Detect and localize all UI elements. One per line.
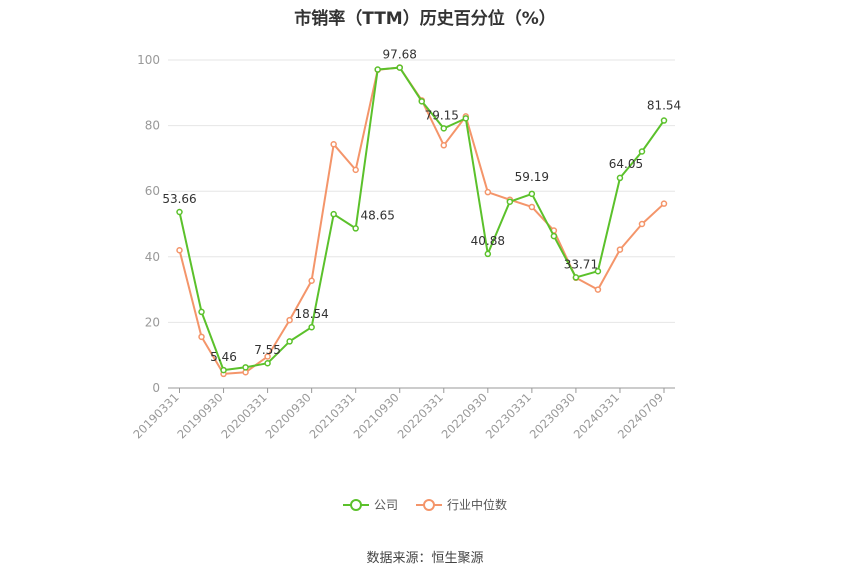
data-point-company bbox=[198, 308, 205, 316]
data-point-industry-median bbox=[264, 353, 271, 360]
x-tick-label: 20210331 bbox=[307, 390, 358, 441]
data-point-company bbox=[242, 364, 249, 371]
data-point-company bbox=[220, 366, 227, 374]
data-label: 81.54 bbox=[647, 99, 681, 113]
x-tick-label: 20210930 bbox=[351, 390, 402, 441]
data-point-company bbox=[264, 359, 271, 367]
data-point-company bbox=[528, 190, 536, 198]
data-point-industry-median bbox=[528, 203, 536, 211]
x-tick-label: 20230930 bbox=[527, 390, 578, 441]
data-label: 64.05 bbox=[609, 157, 643, 171]
data-point-industry-median bbox=[660, 200, 668, 207]
data-point-industry-median bbox=[616, 246, 624, 253]
y-tick-label: 0 bbox=[152, 381, 160, 395]
x-tick-label: 20200331 bbox=[218, 390, 269, 441]
data-point-company bbox=[176, 208, 183, 216]
data-point-company bbox=[484, 250, 492, 258]
data-label: 53.66 bbox=[162, 192, 196, 206]
series-line-industry-median bbox=[178, 66, 665, 375]
legend-industry-swatch-icon bbox=[416, 498, 442, 512]
chart-title: 市销率（TTM）历史百分位（%） bbox=[294, 9, 556, 29]
data-label: 33.71 bbox=[564, 257, 598, 271]
data-point-industry-median bbox=[594, 286, 602, 293]
data-point-industry-median bbox=[176, 246, 183, 254]
data-point-company bbox=[616, 174, 624, 182]
data-label: 48.65 bbox=[361, 208, 395, 222]
x-tick-label: 20240331 bbox=[571, 390, 622, 441]
data-point-industry-median bbox=[440, 142, 448, 149]
data-label: 18.54 bbox=[294, 307, 328, 321]
data-label: 97.68 bbox=[383, 48, 417, 62]
data-label: 5.46 bbox=[210, 350, 237, 364]
data-point-industry-median bbox=[198, 333, 205, 341]
data-point-company bbox=[396, 64, 403, 71]
y-tick-label: 60 bbox=[145, 184, 160, 198]
legend-industry-label: 行业中位数 bbox=[447, 498, 508, 512]
data-label: 7.55 bbox=[254, 343, 281, 357]
data-point-industry-median bbox=[330, 141, 337, 148]
legend-item-industry-median[interactable]: 行业中位数 bbox=[416, 496, 507, 513]
legend-item-company[interactable]: 公司 bbox=[342, 496, 398, 513]
x-tick-label: 20190331 bbox=[130, 390, 181, 441]
y-tick-label: 80 bbox=[145, 119, 160, 133]
data-point-company bbox=[638, 148, 646, 155]
data-point-company bbox=[330, 210, 337, 218]
data-point-company bbox=[462, 115, 470, 122]
y-tick-label: 20 bbox=[145, 315, 160, 329]
x-tick-label: 20190930 bbox=[174, 390, 225, 441]
data-point-industry-median bbox=[484, 188, 492, 196]
data-label: 59.19 bbox=[515, 170, 549, 184]
data-point-company bbox=[352, 225, 359, 232]
data-point-company bbox=[506, 198, 514, 205]
data-source: 数据来源：恒生聚源 bbox=[366, 551, 484, 566]
data-point-company bbox=[286, 338, 293, 345]
legend-company-label: 公司 bbox=[373, 498, 398, 512]
x-tick-label: 20220331 bbox=[395, 390, 446, 441]
data-labels: 53.66 5.46 7.55 18.54 48.65 97.68 79.15 40.88 59… bbox=[162, 48, 681, 364]
data-point-company bbox=[594, 267, 602, 275]
data-point-company bbox=[440, 125, 448, 132]
x-tick-label: 20200930 bbox=[262, 390, 313, 441]
data-point-company bbox=[660, 117, 668, 124]
grid-lines bbox=[168, 59, 675, 323]
data-point-industry-median bbox=[308, 277, 315, 284]
y-tick-label: 100 bbox=[137, 53, 160, 67]
data-point-industry-median bbox=[352, 166, 359, 174]
data-point-company bbox=[550, 232, 558, 240]
data-point-company bbox=[308, 323, 315, 331]
data-point-company bbox=[374, 66, 381, 73]
x-tick-label: 20230331 bbox=[483, 390, 534, 441]
data-point-company bbox=[418, 98, 425, 105]
data-point-company bbox=[572, 274, 580, 281]
series-lines bbox=[176, 64, 668, 378]
series-line-company bbox=[178, 66, 665, 372]
axes: 0 20 40 60 80 100 2019033120190930202003312020… bbox=[130, 53, 675, 442]
legend-company-swatch-icon bbox=[342, 498, 369, 512]
data-point-industry-median bbox=[638, 220, 646, 228]
legend: 公司 行业中位数 bbox=[0, 496, 850, 513]
y-tick-label: 40 bbox=[145, 250, 160, 264]
x-tick-label: 20240709 bbox=[615, 390, 666, 441]
data-label: 79.15 bbox=[425, 108, 459, 122]
x-tick-label: 20220930 bbox=[439, 390, 490, 441]
data-label: 40.88 bbox=[471, 234, 505, 248]
data-point-industry-median bbox=[286, 316, 293, 324]
